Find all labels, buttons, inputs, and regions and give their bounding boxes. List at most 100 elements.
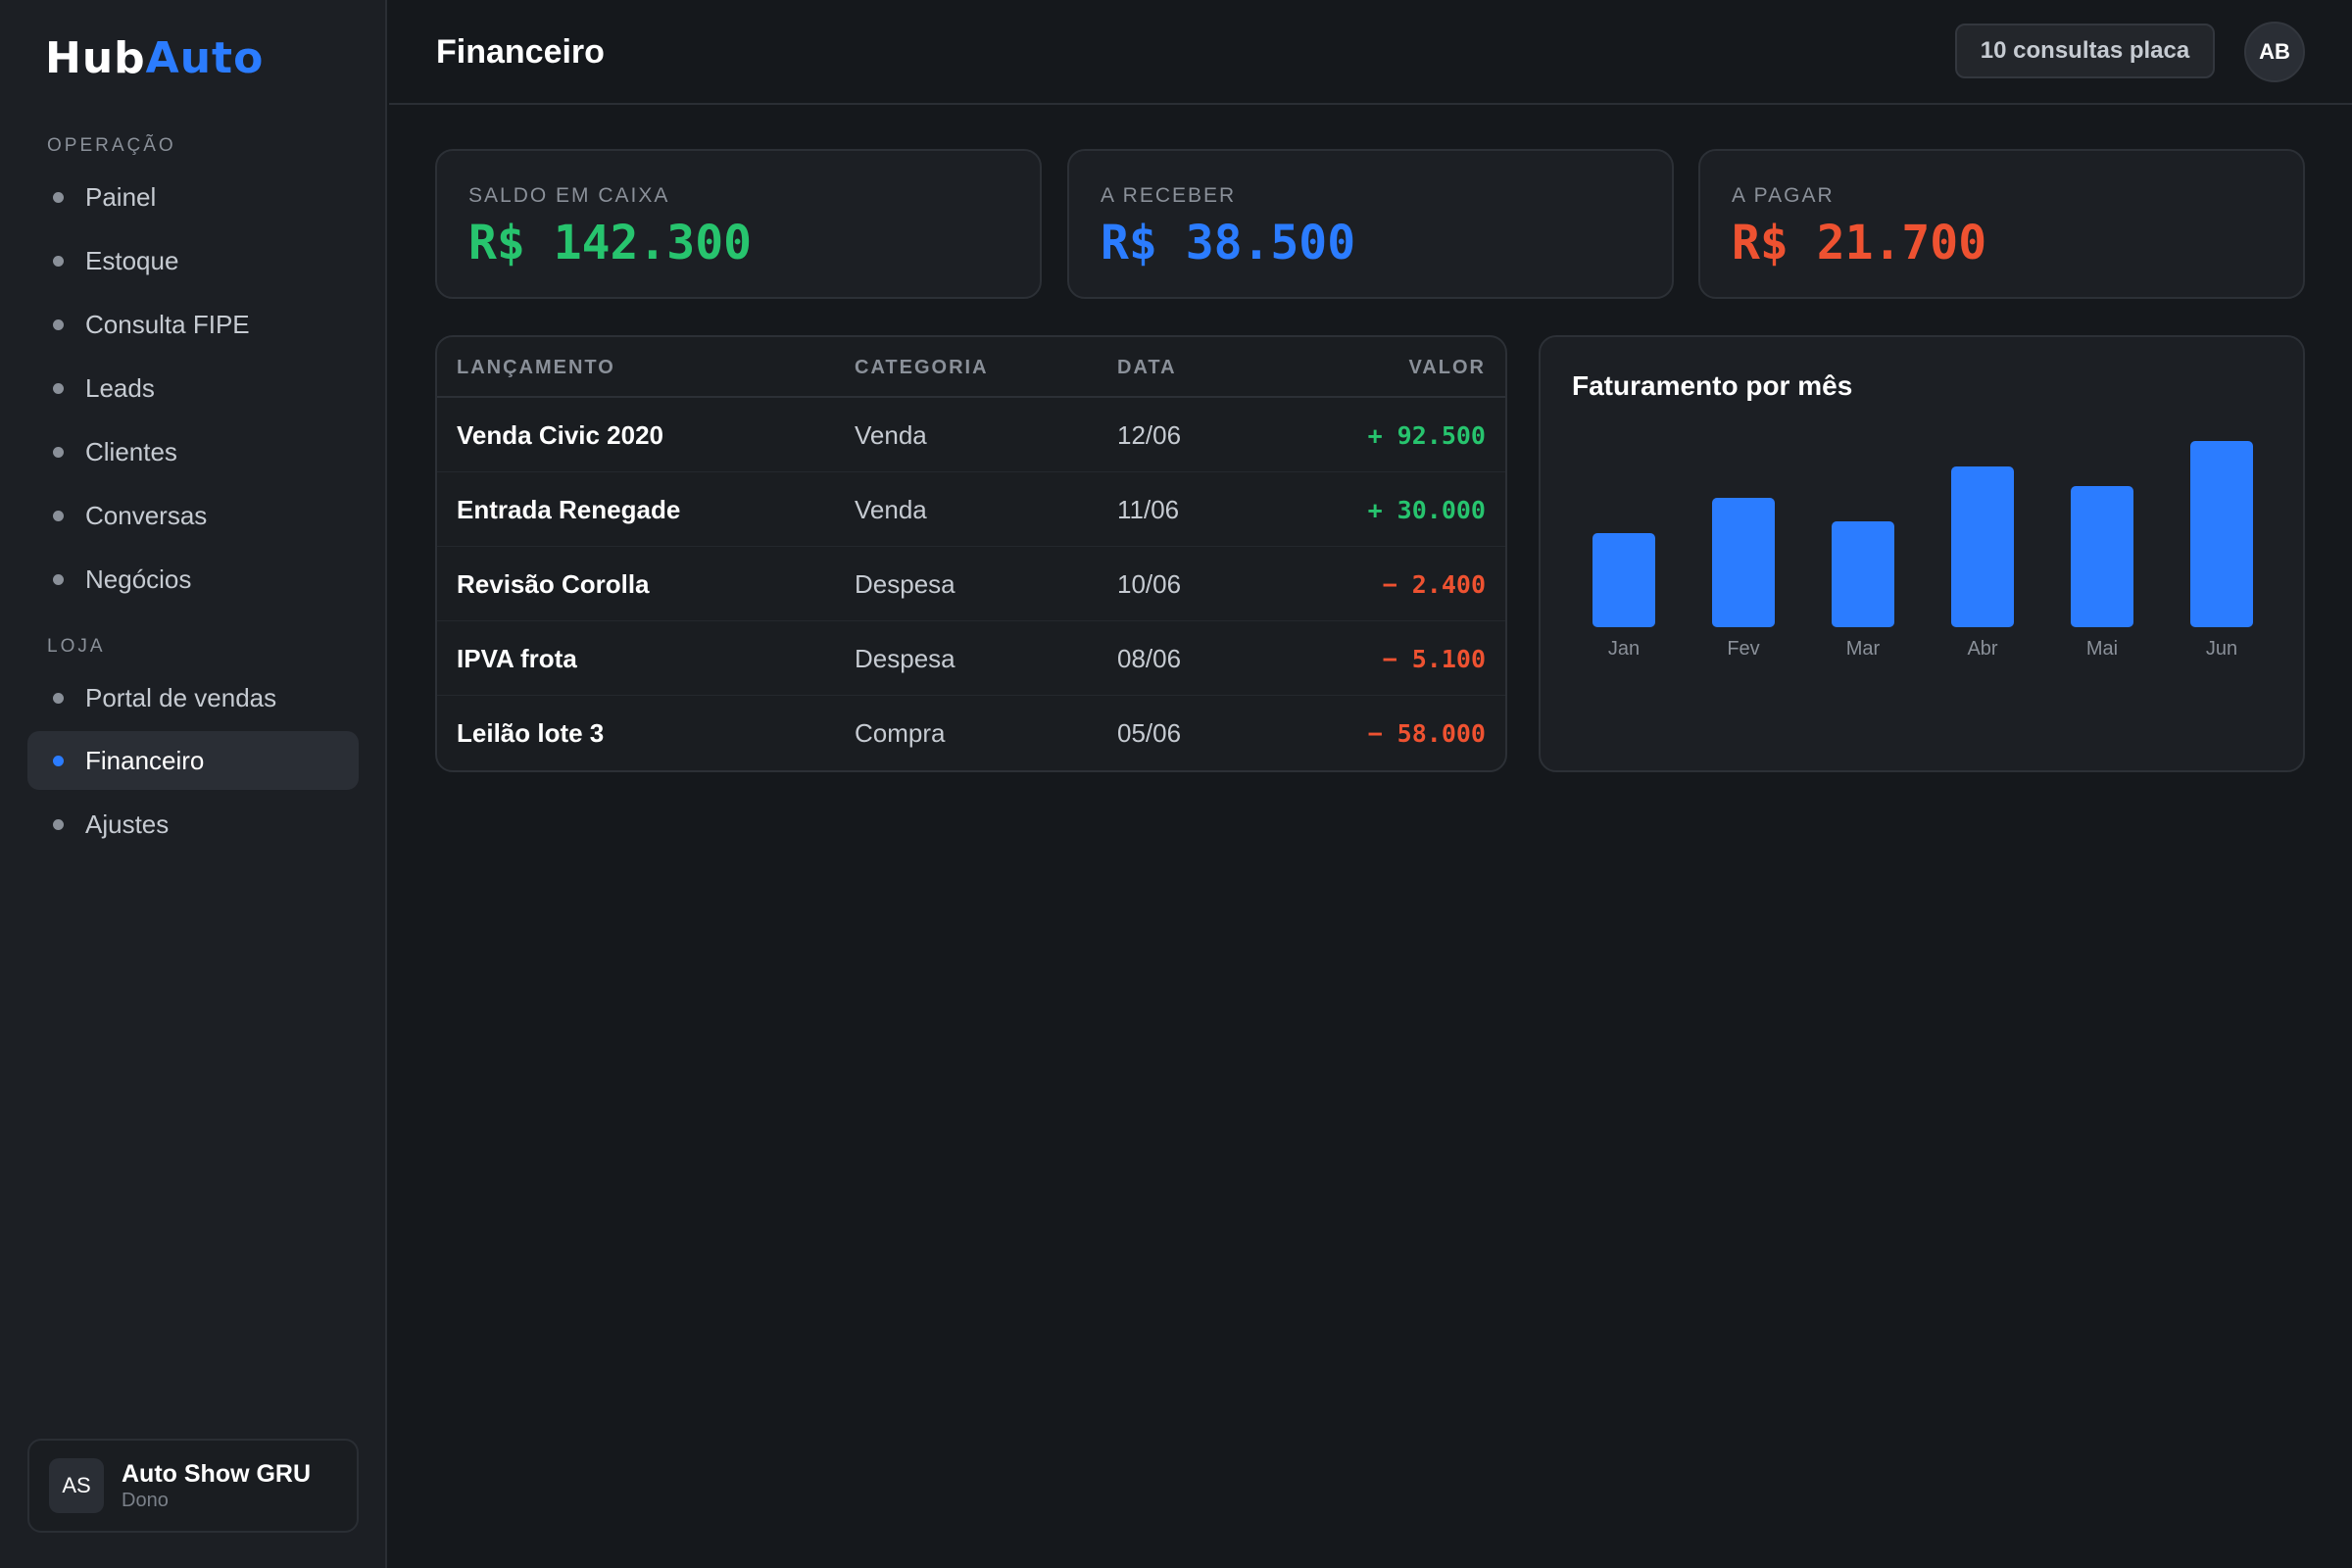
stat-label: A PAGAR bbox=[1732, 184, 1835, 207]
column-header-lancamento[interactable]: LANÇAMENTO bbox=[457, 357, 615, 378]
page-title: Financeiro bbox=[436, 33, 605, 71]
cell-lancamento: Leilão lote 3 bbox=[457, 717, 605, 748]
sidebar-item-clientes[interactable]: Clientes bbox=[27, 422, 359, 481]
hubauto-logo[interactable]: HubAuto bbox=[45, 37, 264, 80]
sidebar-item-label: Ajustes bbox=[85, 808, 170, 839]
table-row[interactable]: Entrada Renegade Venda 11/06 + 30.000 bbox=[437, 472, 1505, 547]
revenue-chart-card: Faturamento por mês Jan Fev Mar Abr Mai Jun bbox=[1539, 335, 2305, 772]
logo-text-hub: Hub bbox=[45, 33, 146, 83]
cell-valor: − 5.100 bbox=[1382, 644, 1486, 673]
top-header: Financeiro 10 consultas placa AB bbox=[389, 0, 2352, 105]
chart-x-label-mar: Mar bbox=[1846, 638, 1881, 660]
revenue-bar-chart: Jan Fev Mar Abr Mai Jun bbox=[1592, 441, 2253, 660]
cell-lancamento: IPVA frota bbox=[457, 643, 577, 673]
store-info: Auto Show GRU Dono bbox=[122, 1459, 311, 1512]
nav-dot-icon bbox=[53, 818, 64, 830]
sidebar-item-painel[interactable]: Painel bbox=[27, 168, 359, 226]
nav-dot-icon bbox=[53, 191, 64, 203]
table-row[interactable]: Venda Civic 2020 Venda 12/06 + 92.500 bbox=[437, 398, 1505, 472]
nav-section-operacao: OPERAÇÃO bbox=[47, 135, 176, 156]
nav-dot-icon bbox=[53, 510, 64, 521]
sidebar-item-label: Negócios bbox=[85, 564, 192, 594]
chart-bar-jun[interactable] bbox=[2190, 441, 2253, 627]
cell-data: 10/06 bbox=[1117, 568, 1182, 599]
cell-data: 11/06 bbox=[1117, 494, 1180, 524]
nav-section-loja: LOJA bbox=[47, 636, 106, 657]
cell-categoria: Compra bbox=[855, 717, 946, 748]
cell-data: 08/06 bbox=[1117, 643, 1182, 673]
nav-dot-icon bbox=[53, 573, 64, 585]
cell-valor: − 2.400 bbox=[1382, 569, 1486, 599]
store-role: Dono bbox=[122, 1490, 169, 1511]
stat-label: SALDO EM CAIXA bbox=[468, 184, 670, 207]
sidebar-item-label: Financeiro bbox=[85, 745, 205, 775]
table-row[interactable]: Revisão Corolla Despesa 10/06 − 2.400 bbox=[437, 547, 1505, 621]
sidebar-item-label: Consulta FIPE bbox=[85, 309, 250, 339]
sidebar-item-financeiro[interactable]: Financeiro bbox=[27, 731, 359, 790]
sidebar-item-label: Clientes bbox=[85, 436, 177, 466]
nav-dot-icon bbox=[53, 318, 64, 330]
cell-data: 12/06 bbox=[1117, 419, 1182, 450]
cell-valor: − 58.000 bbox=[1367, 718, 1486, 748]
chart-x-label-jun: Jun bbox=[2206, 638, 2237, 660]
sidebar-item-label: Portal de vendas bbox=[85, 682, 277, 712]
sidebar-item-ajustes[interactable]: Ajustes bbox=[27, 795, 359, 854]
nav-dot-icon bbox=[53, 446, 64, 458]
column-header-categoria[interactable]: CATEGORIA bbox=[855, 357, 989, 378]
sidebar-item-estoque[interactable]: Estoque bbox=[27, 231, 359, 290]
user-avatar[interactable]: AB bbox=[2244, 22, 2305, 82]
sidebar-item-conversas[interactable]: Conversas bbox=[27, 486, 359, 545]
sidebar-item-leads[interactable]: Leads bbox=[27, 359, 359, 417]
cell-lancamento: Entrada Renegade bbox=[457, 494, 681, 524]
column-header-valor[interactable]: VALOR bbox=[1408, 357, 1486, 378]
plate-lookup-quota-button[interactable]: 10 consultas placa bbox=[1955, 24, 2215, 78]
stat-card-a-pagar: A PAGAR R$ 21.700 bbox=[1698, 149, 2305, 299]
chart-x-label-jan: Jan bbox=[1608, 638, 1640, 660]
cell-lancamento: Revisão Corolla bbox=[457, 568, 650, 599]
table-header-divider bbox=[437, 396, 1505, 398]
cell-valor: + 30.000 bbox=[1367, 495, 1486, 524]
sidebar-item-label: Conversas bbox=[85, 500, 208, 530]
nav-dot-icon bbox=[53, 692, 64, 704]
cell-lancamento: Venda Civic 2020 bbox=[457, 419, 664, 450]
store-name: Auto Show GRU bbox=[122, 1460, 312, 1488]
nav-dot-icon bbox=[53, 255, 64, 267]
cell-valor: + 92.500 bbox=[1367, 420, 1486, 450]
sidebar: HubAuto OPERAÇÃO Painel Estoque Consulta… bbox=[0, 0, 387, 1568]
stat-value: R$ 38.500 bbox=[1101, 216, 1356, 270]
sidebar-item-negocios[interactable]: Negócios bbox=[27, 550, 359, 609]
chart-title: Faturamento por mês bbox=[1572, 370, 1853, 401]
transactions-table: LANÇAMENTO CATEGORIA DATA VALOR Venda Ci… bbox=[435, 335, 1507, 772]
chart-bar-abr[interactable] bbox=[1951, 466, 2014, 627]
column-header-data[interactable]: DATA bbox=[1117, 357, 1177, 378]
sidebar-item-consulta-fipe[interactable]: Consulta FIPE bbox=[27, 295, 359, 354]
cell-categoria: Venda bbox=[855, 494, 927, 524]
nav-dot-icon bbox=[53, 755, 64, 766]
stat-label: A RECEBER bbox=[1101, 184, 1237, 207]
sidebar-item-label: Estoque bbox=[85, 245, 179, 275]
nav-dot-icon bbox=[53, 382, 64, 394]
chart-bar-fev[interactable] bbox=[1712, 498, 1775, 627]
table-row[interactable]: Leilão lote 3 Compra 05/06 − 58.000 bbox=[437, 696, 1505, 770]
store-avatar: AS bbox=[49, 1458, 104, 1513]
cell-categoria: Despesa bbox=[855, 568, 956, 599]
sidebar-item-label: Painel bbox=[85, 181, 157, 212]
stat-value: R$ 142.300 bbox=[468, 216, 752, 270]
chart-x-label-abr: Abr bbox=[1967, 638, 1997, 660]
stat-value: R$ 21.700 bbox=[1732, 216, 1987, 270]
chart-bar-mar[interactable] bbox=[1832, 521, 1894, 627]
cell-categoria: Despesa bbox=[855, 643, 956, 673]
cell-data: 05/06 bbox=[1117, 717, 1182, 748]
chart-x-label-fev: Fev bbox=[1727, 638, 1759, 660]
stat-card-saldo: SALDO EM CAIXA R$ 142.300 bbox=[435, 149, 1042, 299]
store-switcher[interactable]: AS Auto Show GRU Dono bbox=[27, 1439, 359, 1533]
sidebar-item-portal-de-vendas[interactable]: Portal de vendas bbox=[27, 668, 359, 727]
stat-card-a-receber: A RECEBER R$ 38.500 bbox=[1067, 149, 1674, 299]
chart-x-label-mai: Mai bbox=[2086, 638, 2118, 660]
chart-bar-mai[interactable] bbox=[2071, 486, 2133, 627]
table-row[interactable]: IPVA frota Despesa 08/06 − 5.100 bbox=[437, 621, 1505, 696]
cell-categoria: Venda bbox=[855, 419, 927, 450]
logo-text-auto: Auto bbox=[145, 33, 265, 83]
chart-bar-jan[interactable] bbox=[1592, 533, 1655, 627]
sidebar-item-label: Leads bbox=[85, 372, 155, 403]
